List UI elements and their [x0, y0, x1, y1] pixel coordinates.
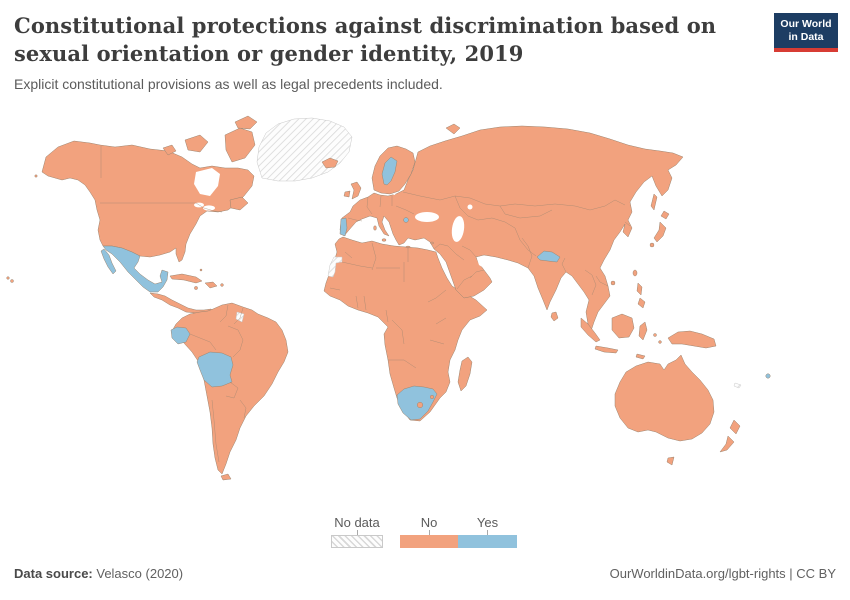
legend-label-yes: Yes: [476, 515, 499, 530]
island-tasmania[interactable]: [666, 456, 675, 466]
island-sardinia: [373, 225, 377, 231]
island-sicily: [381, 238, 387, 242]
island-hispaniola[interactable]: [204, 281, 218, 289]
data-source-label: Data source:: [14, 566, 93, 581]
island-sakhalin[interactable]: [650, 193, 658, 211]
owid-logo-line2: in Data: [788, 31, 824, 44]
region-canadian-arctic[interactable]: [162, 144, 177, 156]
owid-url-license[interactable]: OurWorldinData.org/lgbt-rights | CC BY: [609, 566, 836, 581]
country-nepal[interactable]: [536, 250, 561, 263]
country-jamaica[interactable]: [194, 286, 198, 290]
island-hainan[interactable]: [610, 280, 616, 286]
country-mexico-baja[interactable]: [100, 248, 117, 275]
legend-label-no-data: No data: [334, 515, 380, 530]
country-philippines[interactable]: [636, 282, 643, 296]
legend-item-no-data[interactable]: No data: [331, 516, 383, 548]
country-cyprus: [430, 241, 434, 245]
region-central-america[interactable]: [149, 292, 214, 315]
islands-hawaii[interactable]: [6, 276, 10, 280]
chart-footer: Data source: Velasco (2020) OurWorldinDa…: [14, 566, 836, 581]
aral-sea: [467, 204, 473, 210]
country-sri-lanka[interactable]: [550, 311, 559, 322]
persian-gulf: [477, 259, 493, 271]
region-africa[interactable]: [323, 236, 488, 422]
region-canadian-arctic[interactable]: [234, 115, 258, 130]
legend-item-yes[interactable]: Yes: [458, 516, 517, 548]
island-tierra-del-fuego[interactable]: [220, 473, 232, 481]
owid-logo[interactable]: Our World in Data: [774, 13, 838, 53]
country-puerto-rico[interactable]: [220, 283, 224, 287]
legend-swatch-yes[interactable]: [458, 535, 517, 548]
region-north-america[interactable]: [41, 140, 255, 263]
region-canadian-arctic[interactable]: [184, 134, 209, 153]
country-portugal[interactable]: [339, 217, 348, 237]
country-iceland[interactable]: [321, 157, 339, 169]
owid-logo-line1: Our World: [780, 18, 832, 30]
country-french-guiana[interactable]: [235, 311, 245, 323]
legend-label-no: No: [420, 515, 438, 530]
country-ireland[interactable]: [343, 190, 351, 198]
country-kosovo[interactable]: [403, 217, 409, 223]
region-canadian-arctic[interactable]: [224, 127, 256, 163]
country-borders: [100, 146, 631, 463]
black-sea: [415, 212, 439, 222]
chart-subtitle: Explicit constitutional provisions as we…: [14, 76, 443, 92]
country-taiwan[interactable]: [632, 269, 638, 277]
island-borneo[interactable]: [611, 313, 635, 339]
country-australia[interactable]: [614, 354, 715, 442]
country-philippines[interactable]: [637, 297, 646, 309]
data-source: Data source: Velasco (2020): [14, 566, 183, 581]
island-new-guinea[interactable]: [667, 330, 717, 349]
country-japan-hokkaido[interactable]: [660, 210, 670, 220]
legend-item-no[interactable]: No: [400, 516, 458, 548]
legend-tick: [487, 530, 488, 535]
country-south-africa[interactable]: [396, 385, 438, 421]
country-bolivia[interactable]: [196, 351, 234, 388]
country-united-kingdom[interactable]: [350, 181, 362, 200]
country-greenland[interactable]: [256, 117, 353, 182]
legend-tick: [428, 530, 430, 535]
territory-new-caledonia[interactable]: [733, 382, 742, 389]
island-newfoundland[interactable]: [229, 196, 249, 211]
country-madagascar[interactable]: [457, 356, 473, 392]
country-ecuador[interactable]: [170, 326, 191, 345]
caspian-sea: [451, 216, 465, 242]
islands-novaya-zemlya[interactable]: [445, 123, 461, 135]
country-lesotho[interactable]: [416, 401, 424, 409]
great-lakes: [203, 205, 215, 211]
country-cuba[interactable]: [169, 273, 203, 284]
country-japan-honshu[interactable]: [653, 221, 667, 243]
island-java[interactable]: [594, 345, 619, 354]
islands-moluccas[interactable]: [658, 340, 662, 344]
islands-hawaii[interactable]: [10, 279, 14, 283]
country-new-zealand-south[interactable]: [719, 435, 735, 453]
country-eswatini[interactable]: [429, 394, 435, 400]
country-mexico[interactable]: [102, 245, 169, 293]
map-legend: No data No Yes: [0, 516, 850, 552]
chart-title: Constitutional protections against discr…: [14, 13, 717, 66]
hudson-bay: [194, 168, 220, 196]
country-japan-kyushu[interactable]: [649, 242, 655, 248]
legend-swatch-no[interactable]: [400, 535, 458, 548]
country-sweden[interactable]: [381, 156, 398, 186]
island-timor[interactable]: [635, 353, 646, 360]
country-new-zealand-north[interactable]: [729, 419, 741, 435]
legend-tick: [356, 530, 358, 535]
country-fiji[interactable]: [765, 373, 771, 379]
legend-swatch-no-data[interactable]: [331, 535, 383, 548]
islands-moluccas[interactable]: [653, 333, 657, 337]
island-sumatra[interactable]: [580, 317, 601, 343]
island-sulawesi[interactable]: [638, 321, 648, 341]
data-source-value: Velasco (2020): [92, 566, 184, 581]
islands-aleutian[interactable]: [34, 174, 38, 178]
islands-bahamas[interactable]: [199, 268, 203, 272]
region-south-america[interactable]: [171, 302, 289, 475]
